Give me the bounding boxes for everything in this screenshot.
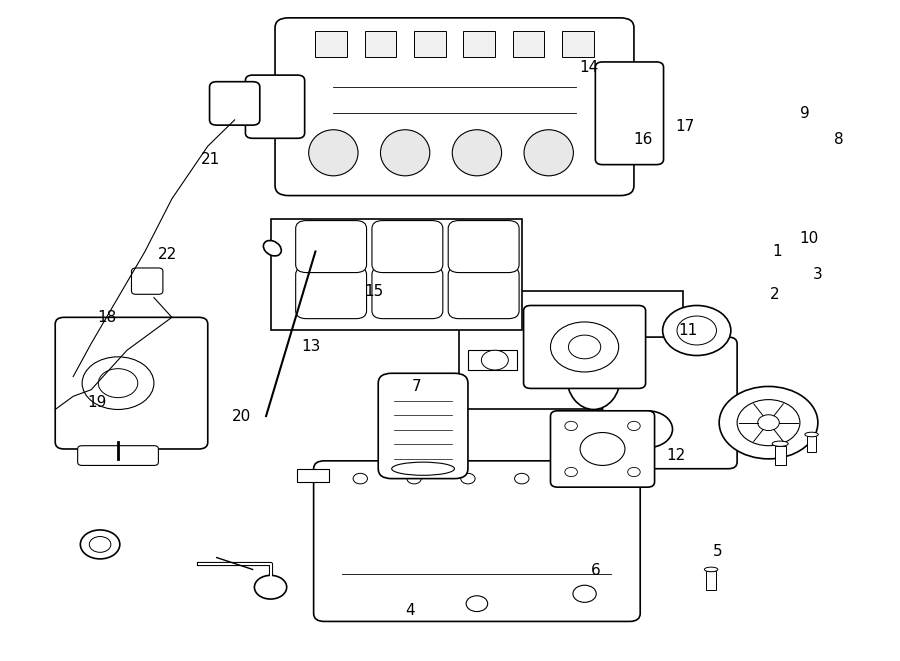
Text: 12: 12 <box>667 448 686 463</box>
Bar <box>271 219 522 330</box>
Circle shape <box>580 432 625 465</box>
Bar <box>775 446 786 465</box>
Circle shape <box>515 473 529 484</box>
Circle shape <box>627 421 640 430</box>
Text: 18: 18 <box>97 310 117 325</box>
Circle shape <box>565 421 578 430</box>
Circle shape <box>622 410 672 447</box>
Circle shape <box>677 316 716 345</box>
Text: 10: 10 <box>799 231 818 246</box>
Ellipse shape <box>524 130 573 176</box>
Text: 6: 6 <box>590 563 600 578</box>
Text: 22: 22 <box>158 247 177 262</box>
Circle shape <box>737 400 800 446</box>
Text: 15: 15 <box>364 284 383 299</box>
Text: 5: 5 <box>713 543 722 559</box>
Text: 11: 11 <box>678 323 698 338</box>
FancyBboxPatch shape <box>55 317 208 449</box>
Ellipse shape <box>805 432 818 437</box>
FancyBboxPatch shape <box>524 305 645 389</box>
FancyBboxPatch shape <box>246 75 304 138</box>
Ellipse shape <box>452 130 501 176</box>
Circle shape <box>461 473 475 484</box>
Text: 7: 7 <box>412 379 421 394</box>
Bar <box>459 291 683 409</box>
Text: 19: 19 <box>87 395 107 410</box>
FancyBboxPatch shape <box>551 410 654 487</box>
Bar <box>562 31 594 58</box>
FancyBboxPatch shape <box>210 82 260 125</box>
Text: 13: 13 <box>302 340 320 354</box>
Circle shape <box>353 473 367 484</box>
Ellipse shape <box>381 130 430 176</box>
FancyBboxPatch shape <box>131 268 163 294</box>
Bar <box>706 570 716 590</box>
Text: 3: 3 <box>813 267 823 282</box>
FancyBboxPatch shape <box>595 62 663 165</box>
Bar <box>315 31 346 58</box>
Text: 20: 20 <box>232 408 251 424</box>
Circle shape <box>255 575 287 599</box>
Text: 21: 21 <box>201 152 220 167</box>
Text: 16: 16 <box>634 132 652 147</box>
Text: 4: 4 <box>405 603 414 618</box>
Ellipse shape <box>309 130 358 176</box>
Circle shape <box>98 369 138 398</box>
Circle shape <box>80 530 120 559</box>
Bar <box>414 31 446 58</box>
Circle shape <box>551 322 618 372</box>
Circle shape <box>89 537 111 553</box>
Circle shape <box>482 350 508 370</box>
FancyBboxPatch shape <box>372 221 443 272</box>
Text: 2: 2 <box>770 287 779 302</box>
Circle shape <box>719 387 818 459</box>
Text: 9: 9 <box>800 106 810 121</box>
Circle shape <box>82 357 154 409</box>
Circle shape <box>569 335 600 359</box>
FancyBboxPatch shape <box>77 446 158 465</box>
Bar <box>364 31 396 58</box>
Text: 14: 14 <box>580 59 598 75</box>
Text: 8: 8 <box>833 132 843 147</box>
Ellipse shape <box>392 462 454 475</box>
FancyBboxPatch shape <box>313 461 640 621</box>
Circle shape <box>466 596 488 611</box>
Bar <box>468 350 518 370</box>
FancyBboxPatch shape <box>448 266 519 319</box>
FancyBboxPatch shape <box>378 373 468 479</box>
FancyBboxPatch shape <box>296 221 366 272</box>
Bar <box>513 31 544 58</box>
FancyBboxPatch shape <box>275 18 634 196</box>
Circle shape <box>565 467 578 477</box>
Bar <box>464 31 495 58</box>
Bar <box>298 469 328 482</box>
Circle shape <box>662 305 731 356</box>
Text: 17: 17 <box>675 119 695 134</box>
Ellipse shape <box>772 441 788 446</box>
Circle shape <box>627 467 640 477</box>
FancyBboxPatch shape <box>448 221 519 272</box>
Bar <box>807 436 816 452</box>
Ellipse shape <box>567 344 620 409</box>
Ellipse shape <box>705 567 718 572</box>
FancyBboxPatch shape <box>296 266 366 319</box>
Circle shape <box>758 414 779 430</box>
Text: 1: 1 <box>773 244 782 259</box>
Circle shape <box>407 473 421 484</box>
Circle shape <box>573 585 596 602</box>
Circle shape <box>569 473 583 484</box>
FancyBboxPatch shape <box>602 337 737 469</box>
FancyBboxPatch shape <box>372 266 443 319</box>
Ellipse shape <box>264 241 282 256</box>
